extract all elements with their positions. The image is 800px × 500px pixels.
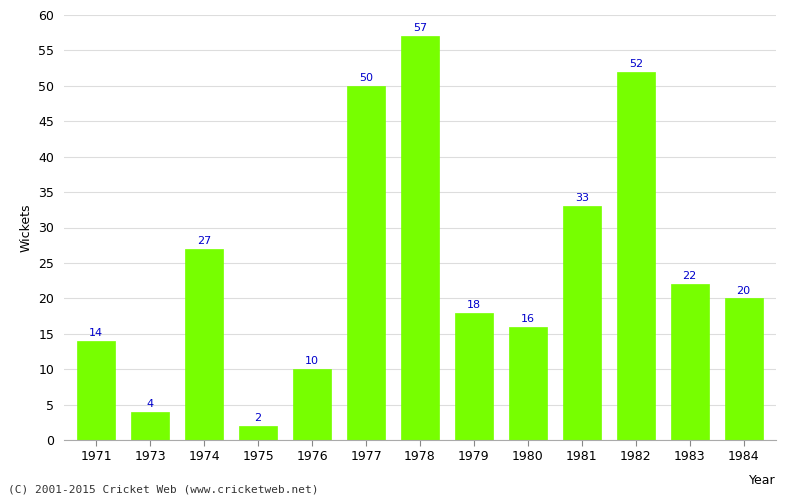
Text: 10: 10 — [305, 356, 319, 366]
Text: 50: 50 — [359, 73, 373, 83]
Bar — [294, 369, 331, 440]
Text: 20: 20 — [737, 286, 750, 296]
Text: 18: 18 — [467, 300, 481, 310]
Bar — [347, 86, 385, 440]
Bar — [186, 248, 223, 440]
Bar — [401, 36, 439, 440]
Text: 33: 33 — [575, 194, 589, 203]
Bar — [509, 326, 546, 440]
Text: 16: 16 — [521, 314, 535, 324]
Y-axis label: Wickets: Wickets — [20, 203, 33, 252]
Text: 2: 2 — [254, 413, 262, 423]
Text: 14: 14 — [90, 328, 103, 338]
Text: 27: 27 — [197, 236, 211, 246]
Bar — [617, 72, 654, 440]
Text: 22: 22 — [682, 272, 697, 281]
Bar — [239, 426, 277, 440]
Text: (C) 2001-2015 Cricket Web (www.cricketweb.net): (C) 2001-2015 Cricket Web (www.cricketwe… — [8, 485, 318, 495]
Bar — [671, 284, 709, 440]
Bar — [131, 412, 169, 440]
Bar — [725, 298, 762, 440]
Bar — [455, 312, 493, 440]
Text: 57: 57 — [413, 24, 427, 34]
Text: 4: 4 — [146, 399, 154, 409]
Text: Year: Year — [750, 474, 776, 487]
Text: 52: 52 — [629, 59, 643, 69]
Bar — [78, 341, 115, 440]
Bar — [563, 206, 601, 440]
